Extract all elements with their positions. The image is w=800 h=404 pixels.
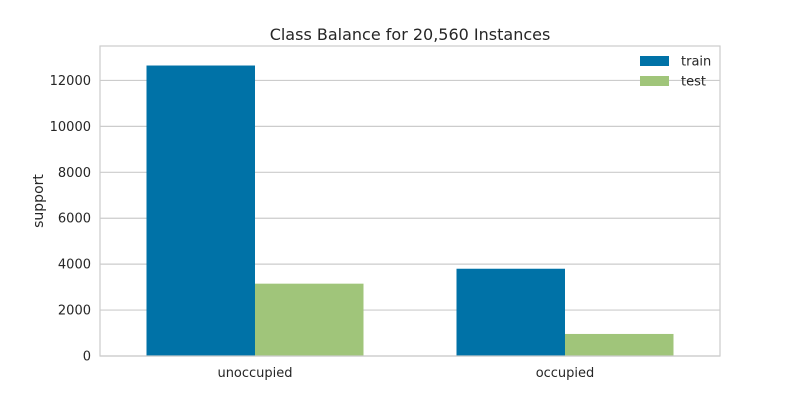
x-axis-ticks: unoccupied occupied — [217, 366, 594, 381]
chart-title: Class Balance for 20,560 Instances — [270, 25, 551, 44]
plot-frame — [99, 45, 721, 357]
y-tick-label: 2000 — [58, 304, 91, 319]
x-tick-label: occupied — [536, 366, 595, 381]
y-axis-label: support — [31, 174, 47, 228]
plot-area — [99, 45, 721, 357]
y-tick-label: 12000 — [50, 74, 91, 89]
y-tick-label: 6000 — [58, 212, 91, 227]
bar-train-unoccupied — [146, 65, 255, 356]
y-tick-label: 4000 — [58, 258, 91, 273]
legend-swatch-train — [640, 56, 669, 66]
bars — [146, 65, 674, 356]
legend-label-test: test — [681, 75, 706, 90]
bar-test-occupied — [565, 333, 674, 356]
legend-label-train: train — [681, 55, 711, 70]
bar-test-unoccupied — [255, 283, 364, 356]
y-tick-label: 8000 — [58, 166, 91, 181]
x-tick-label: unoccupied — [217, 366, 292, 381]
y-tick-label: 0 — [83, 350, 91, 365]
y-tick-label: 10000 — [50, 120, 91, 135]
y-axis-ticks: 0 2000 4000 6000 8000 10000 12000 — [50, 74, 91, 365]
bar-train-occupied — [456, 268, 565, 356]
legend-swatch-test — [640, 76, 669, 86]
legend: train test — [640, 55, 711, 90]
